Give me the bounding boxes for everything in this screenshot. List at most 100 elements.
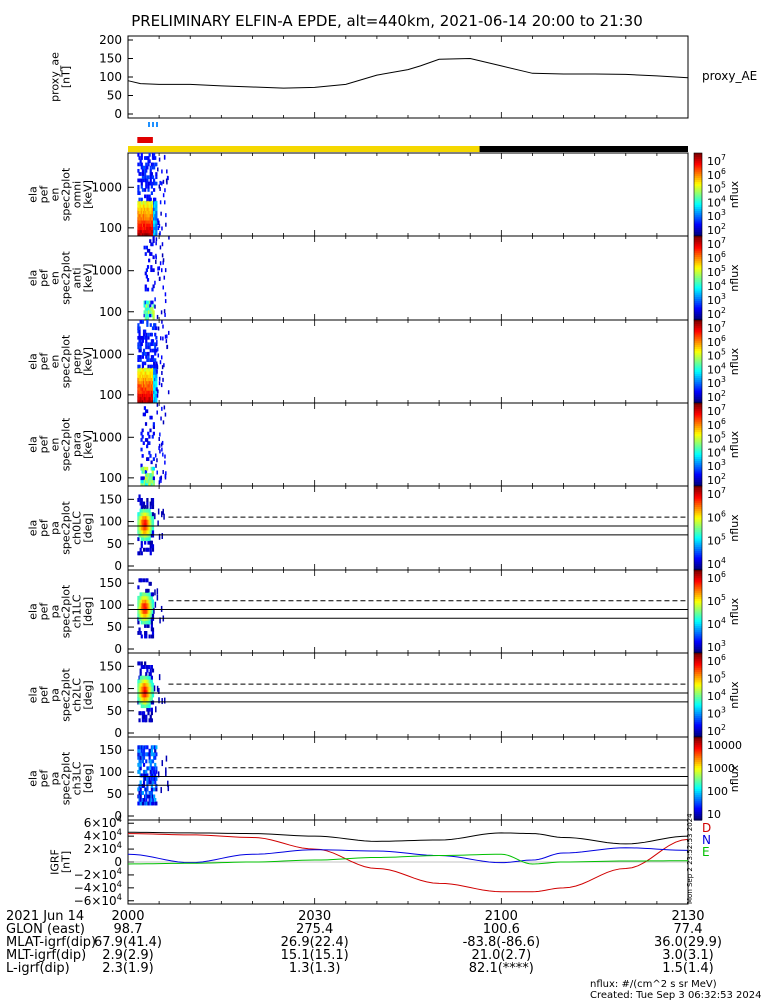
spectrogram-cell: [150, 479, 153, 484]
spectrogram-noise: [156, 340, 158, 345]
spectrogram-cell: [138, 200, 141, 205]
colorbar-segment: [694, 305, 702, 308]
spectrogram-cell: [141, 320, 145, 324]
spectrogram-noise: [163, 155, 166, 160]
colorbar-segment: [694, 523, 702, 527]
spectrogram-cell: [145, 345, 148, 350]
pitch-angle-cell: [151, 700, 155, 705]
pitch-angle-cell: [139, 689, 142, 694]
colorbar-segment: [694, 603, 702, 606]
colorbar-segment: [694, 209, 702, 212]
colorbar-label: nflux: [728, 597, 741, 625]
spectrogram-cell: [144, 316, 147, 321]
spectrogram-cell: [153, 204, 156, 208]
spectrogram-cell: [144, 329, 147, 334]
spec_omni-axis-label: elapefenspec2plotomni[keV]: [27, 167, 95, 221]
colorbar-segment: [694, 394, 702, 398]
y-tick-label: 100: [99, 765, 122, 779]
spectrogram-cell: [150, 390, 153, 394]
pitch-angle-cell: [139, 693, 142, 698]
colorbar-segment: [694, 309, 702, 313]
pitch-angle-cell: [151, 693, 155, 698]
spectrogram-cell: [140, 226, 143, 231]
spectrogram-cell: [141, 466, 144, 471]
pitch-angle-cell: [137, 602, 140, 607]
spectrogram-noise: [165, 339, 168, 344]
spectrogram-cell: [148, 248, 151, 253]
spectrogram-cell: [150, 415, 153, 420]
pitch-angle-cell: [138, 700, 141, 705]
pitch-angle-cell: [142, 711, 146, 716]
spectrogram-cell: [137, 358, 140, 362]
colorbar-segment: [694, 607, 702, 611]
colorbar-segment: [694, 427, 702, 431]
pitch-angle-cell: [140, 634, 143, 639]
spectrogram-cell: [148, 377, 151, 382]
pitch-angle-cell: [151, 801, 155, 806]
colorbar-segment: [694, 448, 702, 452]
spectrogram-noise: [156, 402, 159, 407]
pitch-angle-cell: [137, 519, 140, 524]
colorbar-segment: [694, 202, 702, 206]
spectrogram-cell: [144, 399, 147, 404]
colorbar-segment: [694, 242, 702, 245]
pitch-angle-cell: [150, 515, 153, 520]
colorbar-segment: [694, 317, 702, 321]
colorbar-segment: [694, 811, 702, 815]
spectrogram-cell: [146, 216, 149, 221]
spectrogram-cell: [144, 220, 147, 224]
pitch-angle-cell: [137, 787, 140, 792]
pitch-angle-cell: [140, 526, 143, 531]
spectrogram-cell: [138, 393, 141, 398]
pitch-angle-cell: [144, 801, 147, 806]
pitch-angle-cell: [138, 519, 141, 524]
colorbar-segment: [694, 153, 702, 156]
spectrogram-cell: [138, 348, 141, 353]
spectrogram-cell: [140, 431, 143, 436]
pitch-angle-cell: [147, 675, 150, 680]
pitch-angle-cell: [148, 634, 151, 639]
pitch-angle-noise: [160, 605, 163, 612]
spectrogram-noise: [167, 390, 170, 395]
spectrogram-noise: [162, 285, 164, 290]
colorbar-segment: [694, 650, 702, 654]
spectrogram-cell: [155, 162, 158, 167]
pitch-angle-cell: [147, 707, 150, 712]
x-tick-label: 2100: [485, 909, 518, 924]
pitch-angle-cell: [141, 689, 145, 694]
colorbar-segment: [694, 718, 702, 721]
pitch-angle-cell: [137, 752, 140, 757]
pitch-angle-cell: [149, 689, 152, 694]
spectrogram-cell: [154, 200, 157, 205]
pitch-angle-cell: [146, 752, 149, 757]
spectrogram-cell: [150, 358, 153, 362]
colorbar-segment: [694, 434, 702, 437]
spectrogram-cell: [146, 197, 149, 202]
pitch-angle-cell: [151, 794, 155, 799]
colorbar-segment: [694, 561, 702, 565]
pitch-angle-cell: [140, 505, 143, 510]
pitch-angle-cell: [144, 609, 147, 614]
spectrogram-cell: [146, 466, 149, 471]
panel-frame: [127, 736, 689, 821]
pitch-angle-cell: [146, 537, 149, 542]
spectrogram-cell: [147, 358, 150, 362]
spectrogram-cell: [149, 390, 152, 394]
spectrogram-cell: [152, 422, 155, 426]
spectrogram-cell: [147, 479, 150, 484]
colorbar-segment: [694, 475, 702, 479]
colorbar-segment: [694, 409, 702, 412]
y-tick-label: 2×104: [84, 840, 122, 856]
pitch-angle-cell: [139, 697, 142, 701]
pitch-angle-cell: [142, 620, 146, 625]
pitch-angle-cell: [140, 748, 143, 753]
pitch-angle-cell: [145, 519, 148, 524]
spectrogram-cell: [150, 172, 153, 176]
spectrogram-cell: [155, 374, 158, 378]
pitch-angle-cell: [142, 522, 146, 527]
pitch-angle-cell: [144, 769, 147, 774]
pitch-angle-cell: [144, 773, 147, 778]
spectrogram-cell: [153, 371, 156, 375]
pitch-angle-cell: [150, 533, 153, 538]
spectrogram-cell: [146, 396, 149, 401]
